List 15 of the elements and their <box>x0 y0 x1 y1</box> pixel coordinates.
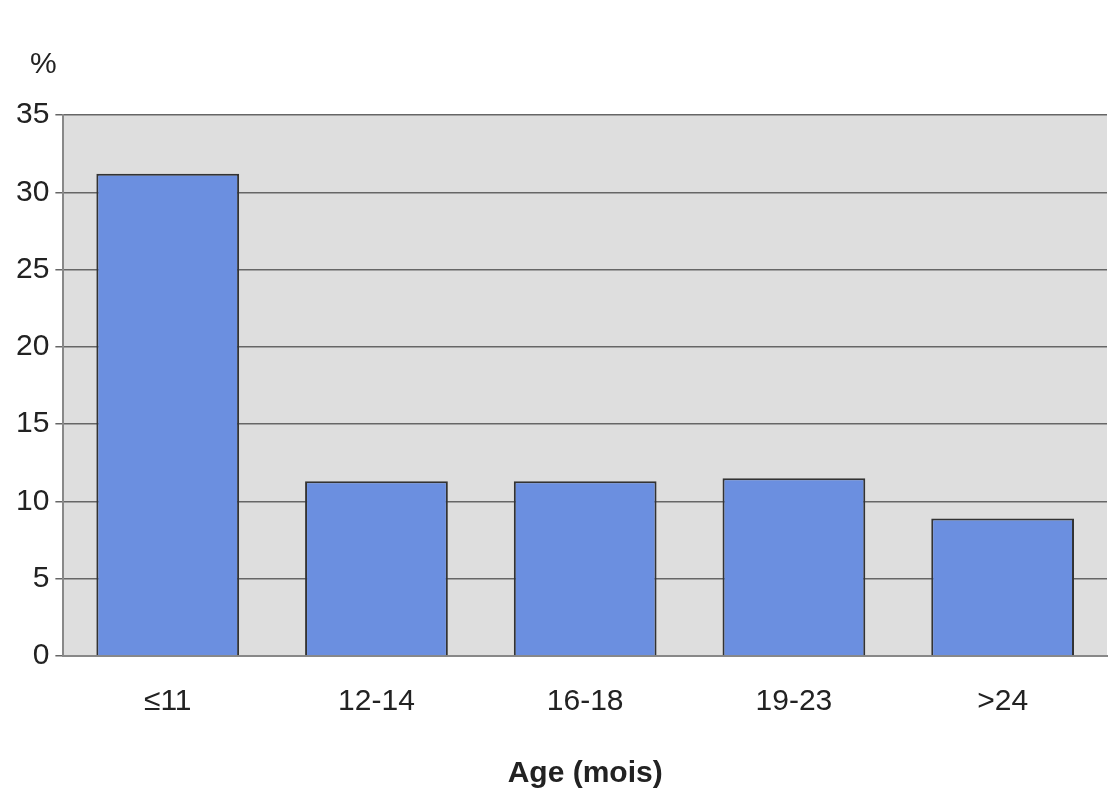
y-tick-label: 25 <box>15 250 50 284</box>
y-tick-label: 20 <box>15 328 50 362</box>
x-tick-label: 12-14 <box>338 683 415 717</box>
x-axis-title: Age (mois) <box>507 755 663 789</box>
y-tick-label: 35 <box>15 96 50 130</box>
x-tick-label: 19-23 <box>755 683 833 717</box>
y-tick-label: 10 <box>15 482 50 516</box>
y-axis-title: % <box>30 46 57 80</box>
y-tick-label: 30 <box>15 173 50 207</box>
x-tick-label: 16-18 <box>546 683 624 717</box>
y-tick-label: 0 <box>32 637 50 671</box>
x-tick-label: >24 <box>977 683 1029 717</box>
y-tick-label: 15 <box>15 405 50 439</box>
x-tick-label: ≤11 <box>143 683 192 717</box>
y-tick-label: 5 <box>32 559 50 593</box>
